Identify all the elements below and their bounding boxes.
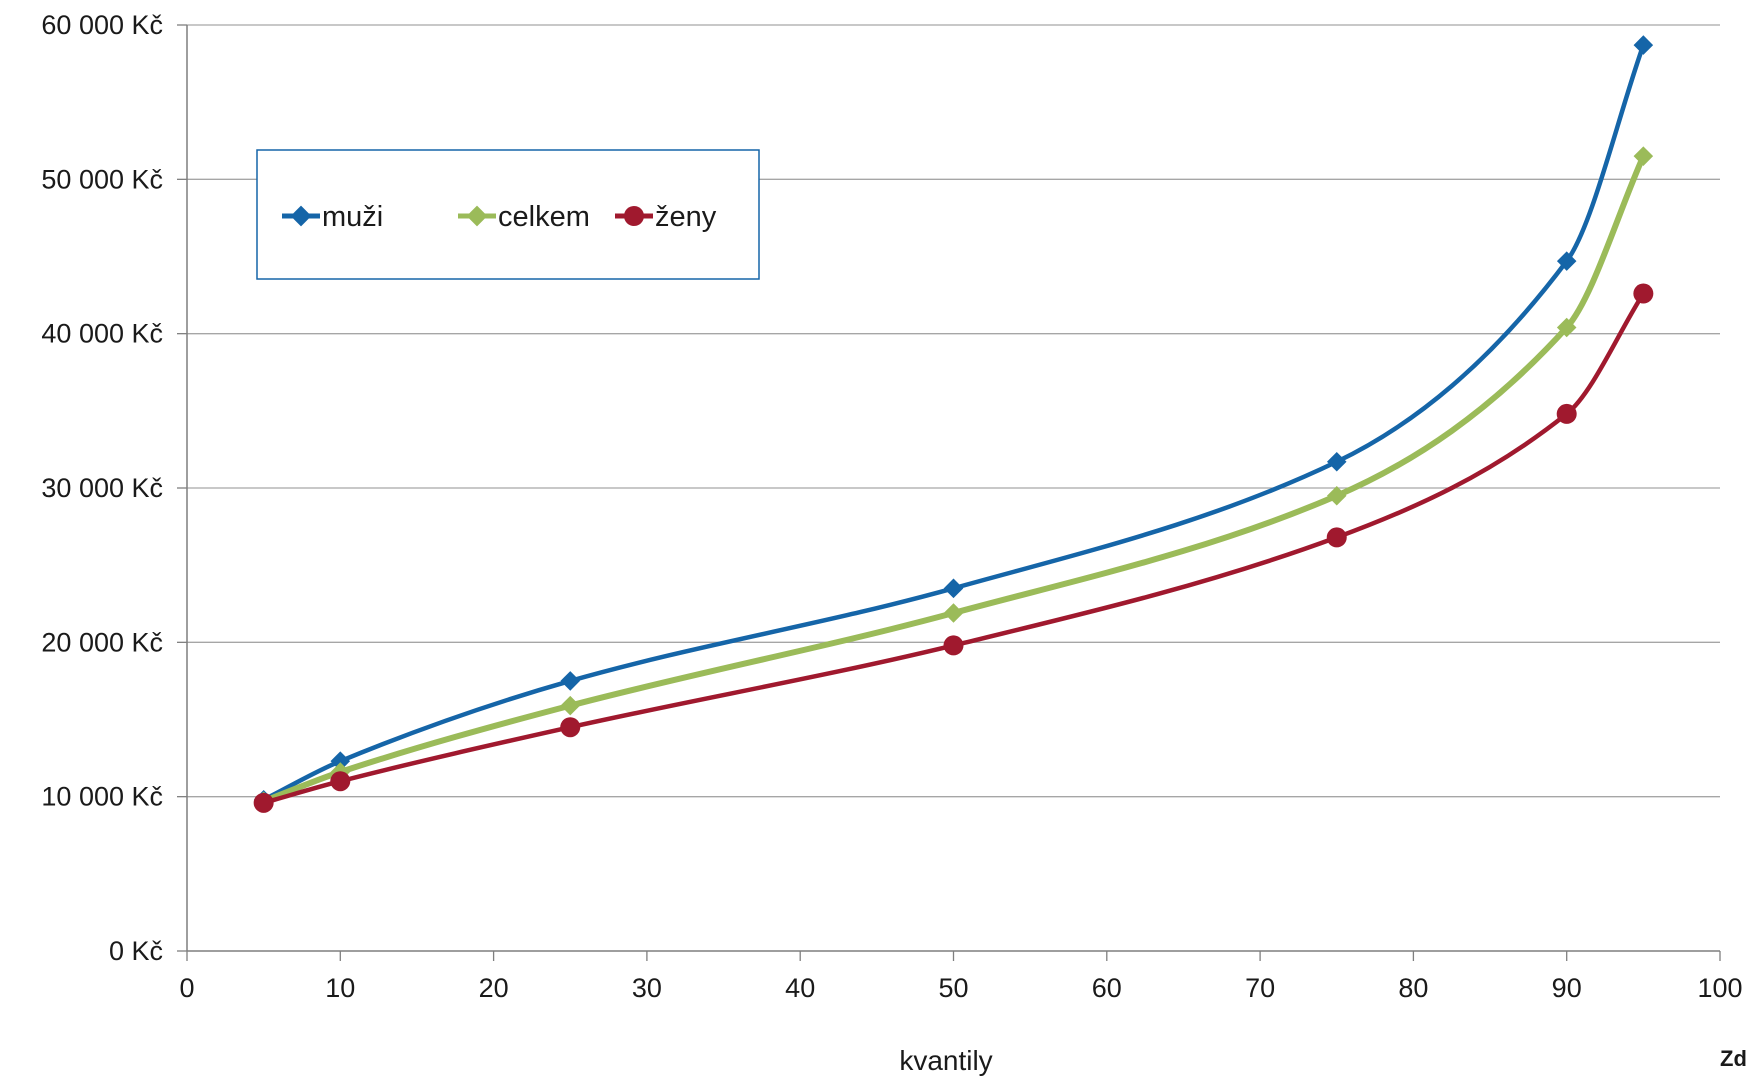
x-axis-label: kvantily — [899, 1045, 992, 1076]
x-tick-label: 20 — [479, 973, 509, 1003]
y-tick-label: 40 000 Kč — [41, 319, 163, 349]
corner-text: Zd — [1720, 1046, 1747, 1071]
y-tick-label: 10 000 Kč — [41, 782, 163, 812]
y-tick-label: 20 000 Kč — [41, 627, 163, 657]
data-point — [560, 695, 581, 716]
data-point — [330, 771, 351, 792]
x-tick-label: 50 — [938, 973, 968, 1003]
data-point — [1326, 485, 1347, 506]
legend-marker — [466, 205, 488, 227]
series-1 — [253, 35, 1654, 810]
axes — [177, 24, 1721, 961]
legend-marker — [624, 206, 644, 226]
legend-label: celkem — [498, 201, 590, 233]
y-tick-label: 60 000 Kč — [41, 10, 163, 40]
x-tick-label: 60 — [1092, 973, 1122, 1003]
legend-label: muži — [322, 201, 383, 233]
data-point — [1326, 527, 1347, 548]
data-point — [1633, 283, 1654, 304]
data-point — [943, 635, 964, 656]
series-3 — [253, 283, 1654, 813]
x-tick-label: 80 — [1398, 973, 1428, 1003]
data-point — [1326, 451, 1347, 472]
x-tick-label: 10 — [325, 973, 355, 1003]
y-axis-ticks: 0 Kč 10 000 Kč 20 000 Kč 30 000 Kč 40 000 Kč… — [41, 10, 163, 966]
y-tick-label: 0 Kč — [109, 936, 163, 966]
grid-lines — [187, 24, 1720, 798]
data-point — [943, 603, 964, 623]
legend: muži celkem ženy — [256, 149, 760, 280]
series-line — [260, 153, 1647, 805]
data-point — [253, 792, 274, 813]
y-tick-label: 50 000 Kč — [41, 164, 163, 194]
series-line — [261, 291, 1646, 806]
y-tick-label: 30 000 Kč — [41, 473, 163, 503]
x-tick-label: 100 — [1697, 973, 1742, 1003]
x-axis-ticks: 0 10 20 30 40 50 60 70 80 90 100 — [179, 973, 1742, 1003]
data-point — [560, 671, 581, 691]
legend-box — [256, 149, 760, 280]
x-tick-label: 0 — [179, 973, 194, 1003]
data-point — [1556, 403, 1577, 424]
legend-marker — [290, 205, 312, 227]
x-tick-label: 70 — [1245, 973, 1275, 1003]
legend-label: ženy — [655, 201, 717, 233]
data-point — [1556, 251, 1577, 271]
data-point — [1633, 35, 1654, 55]
x-tick-label: 90 — [1552, 973, 1582, 1003]
data-point — [943, 578, 964, 599]
data-point — [1556, 317, 1577, 338]
data-point — [1633, 146, 1654, 166]
data-point — [560, 717, 581, 738]
data-point — [330, 751, 351, 771]
x-tick-label: 30 — [632, 973, 662, 1003]
x-tick-label: 40 — [785, 973, 815, 1003]
series-group — [253, 35, 1654, 813]
